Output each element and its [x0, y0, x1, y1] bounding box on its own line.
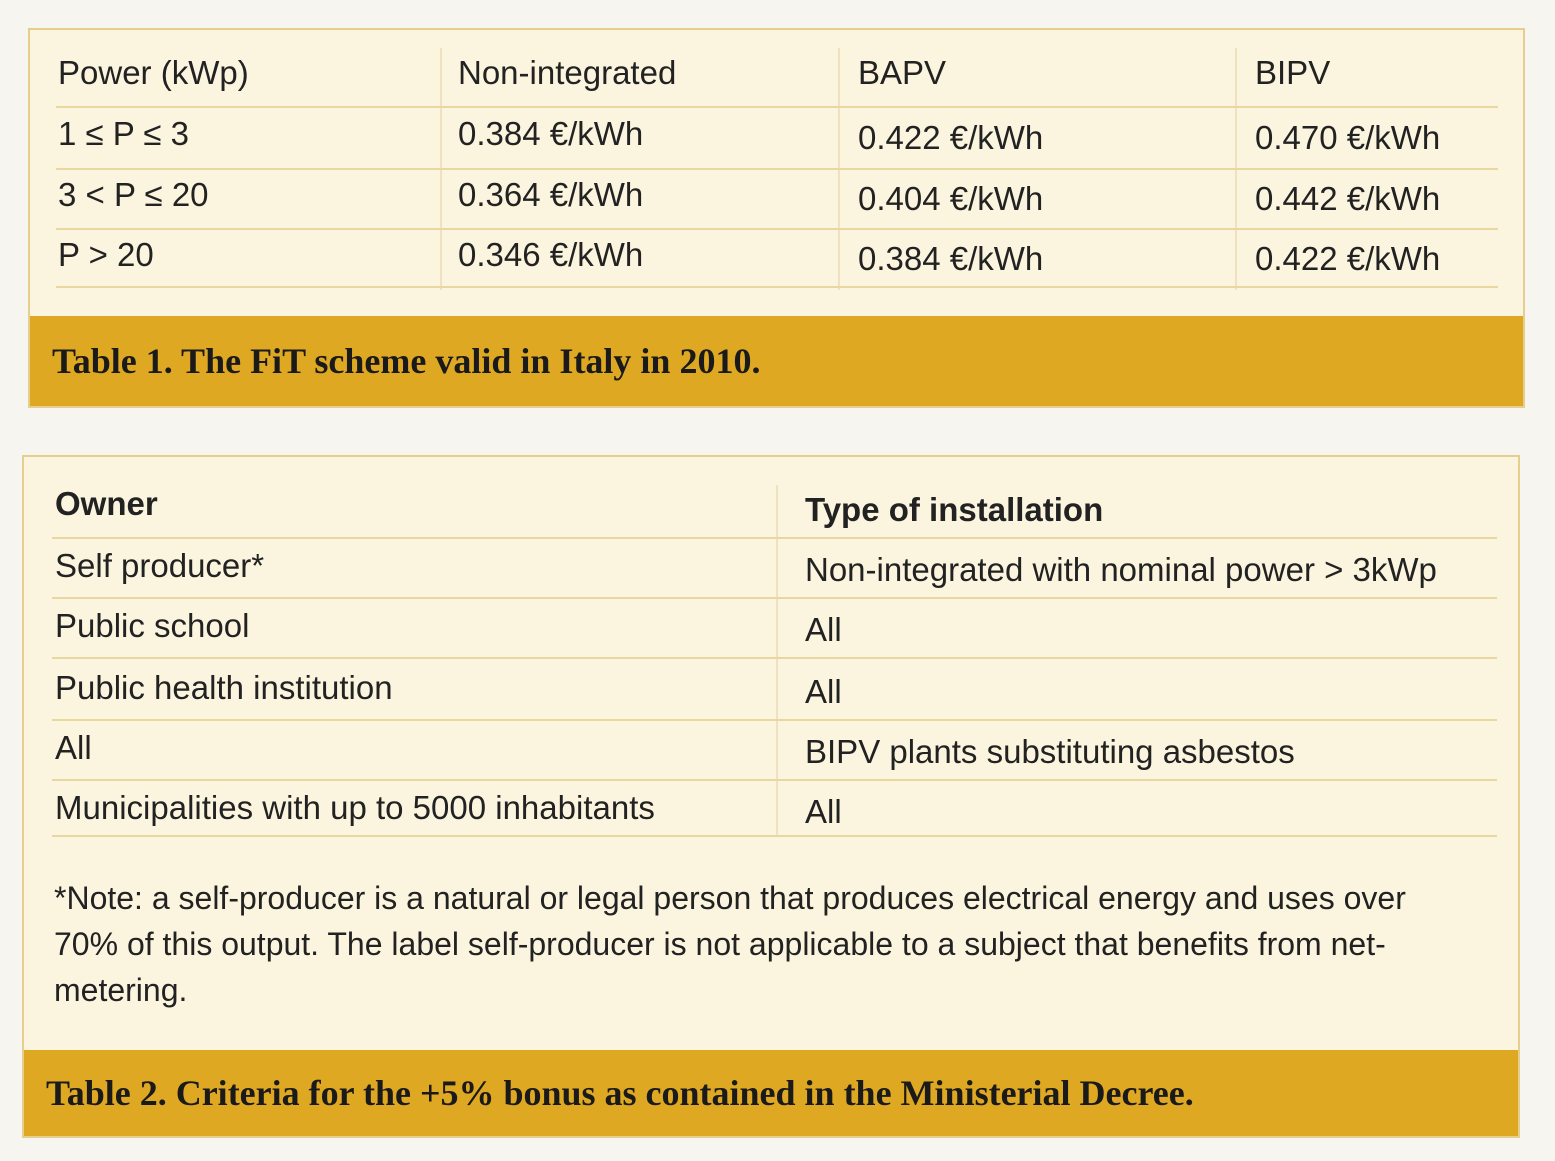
cell: All	[55, 729, 92, 766]
row-line	[52, 779, 1497, 781]
cell: 0.404 €/kWh	[858, 180, 1044, 217]
cell: 0.422 €/kWh	[858, 119, 1044, 156]
cell: 0.346 €/kWh	[458, 236, 644, 273]
caption-bar: Table 1. The FiT scheme valid in Italy i…	[30, 316, 1523, 406]
cell: 0.422 €/kWh	[1255, 240, 1441, 277]
header-cell: Owner	[55, 485, 158, 522]
header-cell: Type of installation	[805, 491, 1104, 528]
header-cell: Non-integrated	[458, 54, 677, 91]
cell: BIPV plants substituting asbestos	[805, 733, 1295, 770]
cell: Municipalities with up to 5000 inhabitan…	[55, 789, 655, 826]
cell: Non-integrated with nominal power > 3kWp	[805, 551, 1437, 588]
cell: Public health institution	[55, 669, 393, 706]
cell: All	[805, 673, 842, 710]
cell: Self producer*	[55, 547, 265, 584]
header-cell: BIPV	[1255, 54, 1331, 91]
header-cell: BAPV	[858, 54, 947, 91]
cell: All	[805, 611, 842, 648]
cell: 1 ≤ P ≤ 3	[58, 115, 190, 152]
cell: 0.442 €/kWh	[1255, 180, 1441, 217]
caption: Table 1. The FiT scheme valid in Italy i…	[52, 341, 761, 381]
row-line	[52, 537, 1497, 539]
header-cell: Power (kWp)	[58, 54, 249, 91]
cell: 0.364 €/kWh	[458, 176, 644, 213]
cell: 0.470 €/kWh	[1255, 119, 1441, 156]
row-line	[52, 835, 1497, 837]
table-2: *Note: a self-producer is a natural or l…	[22, 455, 1520, 1138]
row-line	[52, 719, 1497, 721]
cell: 0.384 €/kWh	[458, 115, 644, 152]
cell: P > 20	[58, 236, 154, 273]
cell: All	[805, 793, 842, 830]
table-1: Table 1. The FiT scheme valid in Italy i…	[28, 28, 1525, 408]
row-line	[56, 228, 1498, 230]
cell: Public school	[55, 607, 250, 644]
row-line	[52, 657, 1497, 659]
caption: Table 2. Criteria for the +5% bonus as c…	[46, 1073, 1194, 1113]
caption-bar: Table 2. Criteria for the +5% bonus as c…	[24, 1050, 1518, 1136]
row-line	[56, 286, 1498, 288]
note: *Note: a self-producer is a natural or l…	[54, 880, 1406, 1008]
row-line	[56, 168, 1498, 170]
column-separator	[776, 485, 778, 835]
cell: 3 < P ≤ 20	[58, 176, 209, 213]
row-line	[56, 106, 1498, 108]
cell: 0.384 €/kWh	[858, 240, 1044, 277]
row-line	[52, 597, 1497, 599]
